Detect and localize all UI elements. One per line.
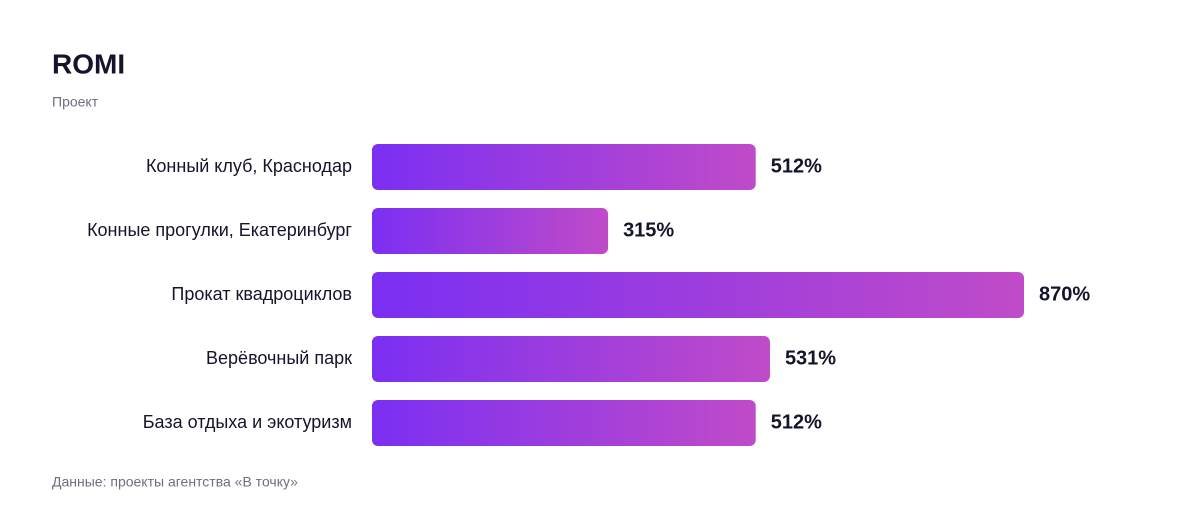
value-label: 512%	[771, 411, 822, 433]
value-label: 512%	[771, 155, 822, 177]
category-label: База отдыха и экотуризм	[143, 412, 352, 432]
bar	[372, 336, 770, 382]
category-label: Конные прогулки, Екатеринбург	[87, 220, 352, 240]
value-label: 531%	[785, 347, 836, 369]
chart-subtitle: Проект	[52, 94, 99, 110]
bar	[372, 400, 756, 446]
category-label: Прокат квадроциклов	[171, 284, 352, 304]
value-label: 870%	[1039, 283, 1090, 305]
value-label: 315%	[623, 219, 674, 241]
source-note: Данные: проекты агентства «В точку»	[52, 474, 298, 490]
bar	[372, 272, 1024, 318]
bar	[372, 144, 756, 190]
bar	[372, 208, 609, 254]
category-label: Конный клуб, Краснодар	[146, 156, 352, 176]
category-label: Верёвочный парк	[206, 348, 352, 368]
chart-title: ROMI	[52, 48, 125, 79]
